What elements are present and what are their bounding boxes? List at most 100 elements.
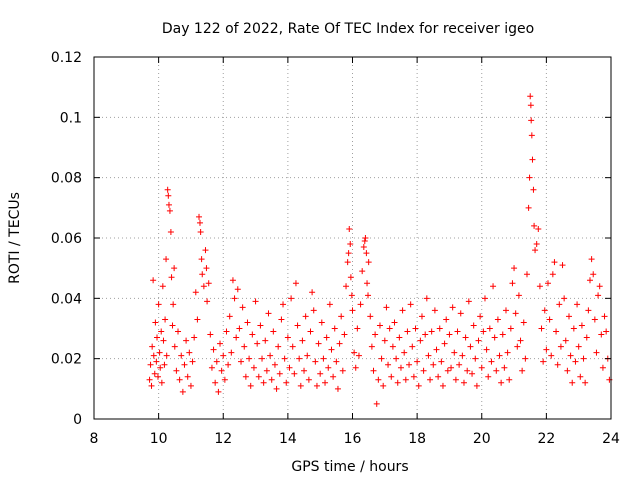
x-tick-label: 10 — [150, 431, 168, 447]
data-point — [231, 295, 238, 302]
data-point — [309, 289, 316, 296]
data-point — [498, 379, 505, 386]
y-tick-label: 0.04 — [51, 291, 82, 307]
data-point — [154, 334, 161, 341]
data-point — [149, 343, 156, 350]
data-point — [435, 373, 442, 380]
data-point — [570, 325, 577, 332]
data-point — [344, 259, 351, 266]
data-point — [226, 313, 233, 320]
data-point — [561, 295, 568, 302]
data-point — [158, 379, 165, 386]
data-point — [389, 343, 396, 350]
data-point — [297, 382, 304, 389]
data-point — [247, 382, 254, 389]
data-point — [318, 319, 325, 326]
data-point — [301, 367, 308, 374]
data-point — [288, 295, 295, 302]
data-point — [347, 241, 354, 248]
data-point — [483, 346, 490, 353]
data-point — [438, 358, 445, 365]
data-point — [596, 283, 603, 290]
data-point — [467, 343, 474, 350]
data-point — [317, 370, 324, 377]
data-point — [173, 367, 180, 374]
data-point — [186, 349, 193, 356]
data-point — [603, 328, 610, 335]
data-point — [404, 328, 411, 335]
data-point — [169, 322, 176, 329]
data-point — [236, 325, 243, 332]
data-point — [357, 301, 364, 308]
data-point — [473, 382, 480, 389]
data-point — [428, 328, 435, 335]
data-point — [480, 328, 487, 335]
data-point — [179, 388, 186, 395]
data-point — [168, 274, 175, 281]
data-point — [414, 358, 421, 365]
data-points — [146, 93, 613, 407]
x-axis-label: GPS time / hours — [291, 459, 408, 475]
data-point — [154, 373, 161, 380]
data-point — [511, 265, 518, 272]
data-point — [525, 204, 532, 211]
data-point — [155, 301, 162, 308]
data-point — [372, 331, 379, 338]
data-point — [485, 373, 492, 380]
x-tick-label: 8 — [90, 431, 99, 447]
data-point — [540, 358, 547, 365]
data-point — [336, 340, 343, 347]
data-point — [365, 259, 372, 266]
data-point — [388, 373, 395, 380]
data-point — [507, 325, 514, 332]
data-point — [548, 352, 555, 359]
data-point — [514, 343, 521, 350]
data-point — [271, 361, 278, 368]
data-point — [412, 325, 419, 332]
data-point — [585, 307, 592, 314]
data-point — [506, 376, 513, 383]
data-point — [208, 364, 215, 371]
data-point — [339, 367, 346, 374]
data-point — [601, 313, 608, 320]
data-point — [378, 355, 385, 362]
data-point — [160, 337, 167, 344]
data-point — [451, 349, 458, 356]
data-point — [470, 322, 477, 329]
data-point — [520, 319, 527, 326]
data-point — [569, 379, 576, 386]
data-point — [368, 343, 375, 350]
data-point — [150, 352, 157, 359]
data-point — [184, 373, 191, 380]
data-point — [221, 376, 228, 383]
data-point — [153, 358, 160, 365]
data-point — [409, 343, 416, 350]
data-point — [212, 379, 219, 386]
data-point — [363, 250, 370, 257]
data-point — [519, 367, 526, 374]
data-point — [246, 355, 253, 362]
data-point — [598, 331, 605, 338]
data-point — [459, 352, 466, 359]
data-point — [460, 379, 467, 386]
data-point — [156, 349, 163, 356]
data-point — [325, 364, 332, 371]
data-point — [544, 280, 551, 287]
data-point — [549, 271, 556, 278]
data-point — [444, 367, 451, 374]
data-point — [315, 340, 322, 347]
data-point — [443, 316, 450, 323]
data-point — [333, 358, 340, 365]
data-point — [522, 355, 529, 362]
data-point — [399, 307, 406, 314]
data-point — [343, 283, 350, 290]
data-point — [210, 346, 217, 353]
data-point — [265, 310, 272, 317]
data-point — [572, 358, 579, 365]
data-point — [502, 307, 509, 314]
x-tick-label: 12 — [214, 431, 232, 447]
data-point — [354, 325, 361, 332]
data-point — [167, 228, 174, 235]
data-point — [203, 265, 210, 272]
